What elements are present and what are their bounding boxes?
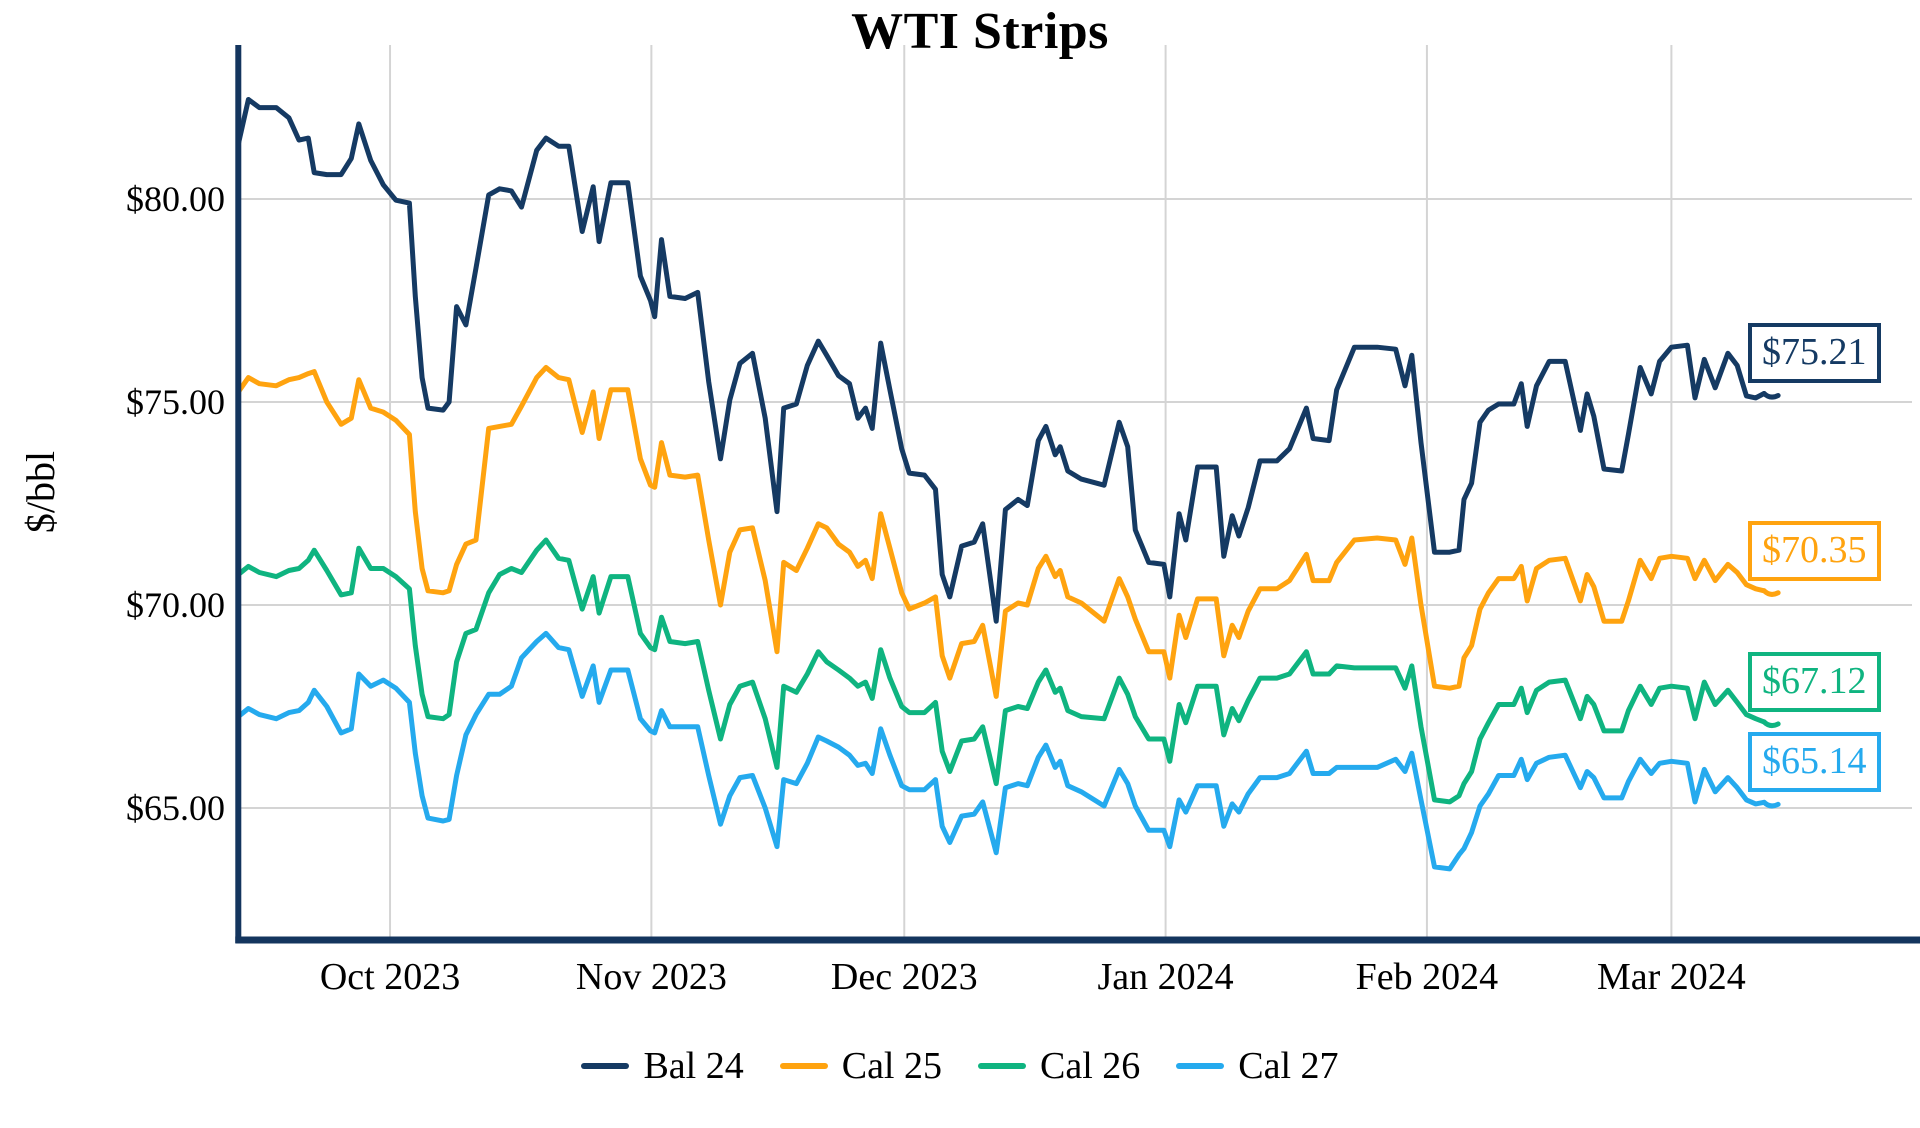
series-line-cal-27 — [235, 630, 1767, 872]
end-label-connector — [1761, 799, 1781, 809]
series-line-bal-24 — [235, 97, 1767, 624]
legend: Bal 24 Cal 25 Cal 26 Cal 27 — [0, 1044, 1920, 1088]
end-label-connector — [1761, 719, 1781, 729]
legend-swatch-icon — [1176, 1063, 1225, 1069]
legend-swatch-icon — [978, 1063, 1026, 1069]
legend-label: Bal 24 — [643, 1045, 744, 1087]
chart-title: WTI Strips — [851, 3, 1109, 60]
x-tick-label: Feb 2024 — [1355, 956, 1499, 998]
end-label-bal-24: $75.21 — [1748, 323, 1881, 384]
x-tick-label: Mar 2024 — [1596, 956, 1746, 998]
end-label-connector — [1761, 588, 1781, 597]
x-tick-label: Nov 2023 — [575, 956, 727, 998]
y-tick-label: $80.00 — [126, 179, 225, 219]
y-axis-label: $/bbl — [18, 450, 63, 534]
legend-label: Cal 25 — [841, 1045, 942, 1087]
legend-swatch-icon — [581, 1063, 630, 1069]
x-tick-label: Oct 2023 — [319, 956, 461, 998]
legend-swatch-icon — [779, 1063, 828, 1069]
end-label-connector — [1761, 390, 1781, 400]
series-line-cal-25 — [235, 365, 1767, 699]
legend-item-cal-25: Cal 25 — [779, 1044, 942, 1088]
y-tick-label: $75.00 — [126, 382, 225, 422]
legend-label: Cal 26 — [1040, 1045, 1141, 1087]
series-line-cal-26 — [235, 537, 1767, 805]
end-label-cal-25: $70.35 — [1748, 520, 1881, 581]
end-label-cal-27: $65.14 — [1748, 732, 1881, 793]
x-tick-label: Jan 2024 — [1097, 956, 1234, 998]
end-label-cal-26: $67.12 — [1748, 651, 1881, 712]
x-tick-label: Dec 2023 — [830, 956, 978, 998]
legend-item-cal-27: Cal 27 — [1176, 1044, 1339, 1088]
legend-label: Cal 27 — [1238, 1045, 1339, 1087]
y-tick-label: $65.00 — [126, 788, 225, 828]
y-tick-label: $70.00 — [126, 585, 225, 625]
legend-item-cal-26: Cal 26 — [978, 1044, 1140, 1088]
legend-item-bal-24: Bal 24 — [581, 1044, 744, 1088]
